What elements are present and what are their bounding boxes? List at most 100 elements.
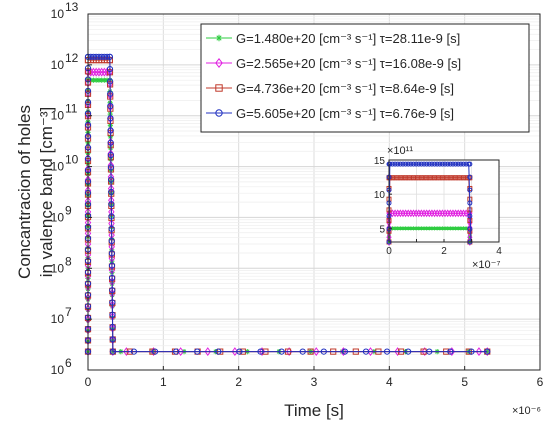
legend: G=1.480e+20 [cm⁻³ s⁻¹] τ=28.11e-9 [s] G=2… [200, 23, 530, 133]
x-tick-label: 1 [160, 375, 167, 389]
data-point [257, 348, 264, 355]
data-point [448, 347, 456, 357]
data-point [458, 175, 464, 181]
data-point [445, 161, 451, 167]
data-point [400, 226, 405, 231]
data-point [104, 53, 111, 60]
data-point [397, 161, 403, 167]
x-tick-label: 6 [537, 375, 544, 389]
inset-x-tick-label: 0 [386, 246, 392, 257]
inset-y-multiplier: ×10¹¹ [387, 145, 413, 157]
data-point [103, 67, 111, 77]
data-point [108, 225, 115, 232]
data-point [108, 237, 115, 245]
inset-chart: 0 2 4 5 10 15 ×10¹¹ ×10⁻⁷ [374, 145, 502, 271]
y-tick-label: 10 [51, 7, 65, 21]
data-point [467, 218, 473, 227]
data-point [107, 115, 114, 122]
data-point [447, 175, 453, 181]
data-point [108, 213, 115, 220]
y-tick-exponent: 11 [65, 102, 78, 116]
data-point [215, 109, 223, 117]
data-point [467, 226, 473, 232]
data-point [435, 226, 440, 231]
data-point [173, 348, 180, 355]
data-point [442, 175, 448, 181]
data-point [108, 201, 115, 208]
data-point [109, 347, 117, 357]
data-point [383, 348, 391, 355]
data-point [313, 347, 320, 357]
inset-axes: 0 2 4 5 10 15 [374, 156, 502, 257]
data-point [109, 336, 116, 343]
data-point [460, 161, 466, 167]
x-tick-label: 2 [235, 375, 242, 389]
data-point [421, 175, 427, 181]
inset-y-tick-label: 10 [374, 190, 386, 201]
x-tick-label: 4 [386, 375, 393, 389]
data-point [467, 235, 472, 240]
data-point [429, 226, 434, 231]
y-tick-exponent: 9 [65, 203, 72, 217]
data-point [484, 347, 491, 357]
data-point [393, 226, 398, 231]
data-point [408, 226, 413, 231]
data-point [453, 161, 459, 167]
data-point [413, 161, 419, 167]
data-point [475, 347, 483, 357]
legend-entry: G=4.736e+20 [cm⁻³ s⁻¹] τ=8.64e-9 [s] [206, 81, 454, 96]
data-point [392, 161, 398, 167]
data-point [418, 175, 424, 181]
data-point [426, 348, 433, 355]
data-point [400, 161, 406, 167]
data-point [437, 161, 443, 167]
data-point [458, 226, 463, 231]
data-point [95, 67, 103, 77]
data-point [389, 161, 395, 167]
y-tick-label: 10 [51, 210, 65, 224]
data-point [109, 299, 116, 306]
data-point [453, 175, 459, 181]
data-point [456, 226, 461, 231]
data-point [414, 226, 419, 231]
data-point [426, 161, 432, 167]
data-point [215, 57, 223, 69]
y-tick-exponent: 13 [65, 0, 79, 14]
data-point [108, 188, 115, 196]
y-tick-exponent: 10 [65, 153, 79, 167]
x-tick-label: 3 [311, 375, 318, 389]
data-point [467, 200, 473, 206]
data-point [468, 348, 475, 355]
data-point [107, 164, 115, 171]
inset-y-tick-label: 5 [379, 224, 385, 235]
data-point [90, 77, 97, 83]
data-point [320, 348, 327, 355]
data-point [455, 175, 461, 181]
data-point [107, 127, 114, 134]
data-point [109, 274, 116, 282]
data-point [460, 175, 466, 181]
inset-x-tick-label: 2 [441, 246, 447, 257]
data-point [107, 139, 114, 146]
data-point [411, 175, 417, 181]
legend-label: G=5.605e+20 [cm⁻³ s⁻¹] τ=6.76e-9 [s] [236, 106, 454, 121]
y-tick-exponent: 6 [65, 356, 72, 370]
data-point [455, 161, 461, 167]
data-point [99, 77, 105, 83]
data-point [93, 77, 99, 83]
data-point [405, 348, 412, 355]
data-point [98, 67, 105, 77]
data-point [405, 161, 411, 167]
data-point [467, 228, 473, 234]
data-point [106, 78, 114, 85]
data-point [406, 226, 411, 231]
data-point [215, 84, 223, 92]
data-point [450, 161, 456, 167]
x-axis-title: Time [s] [284, 401, 344, 420]
y-tick-label: 10 [51, 261, 65, 275]
data-point [445, 226, 450, 231]
data-point [434, 175, 440, 181]
y-axis-title-line1: Concantracion of holes [15, 105, 34, 279]
